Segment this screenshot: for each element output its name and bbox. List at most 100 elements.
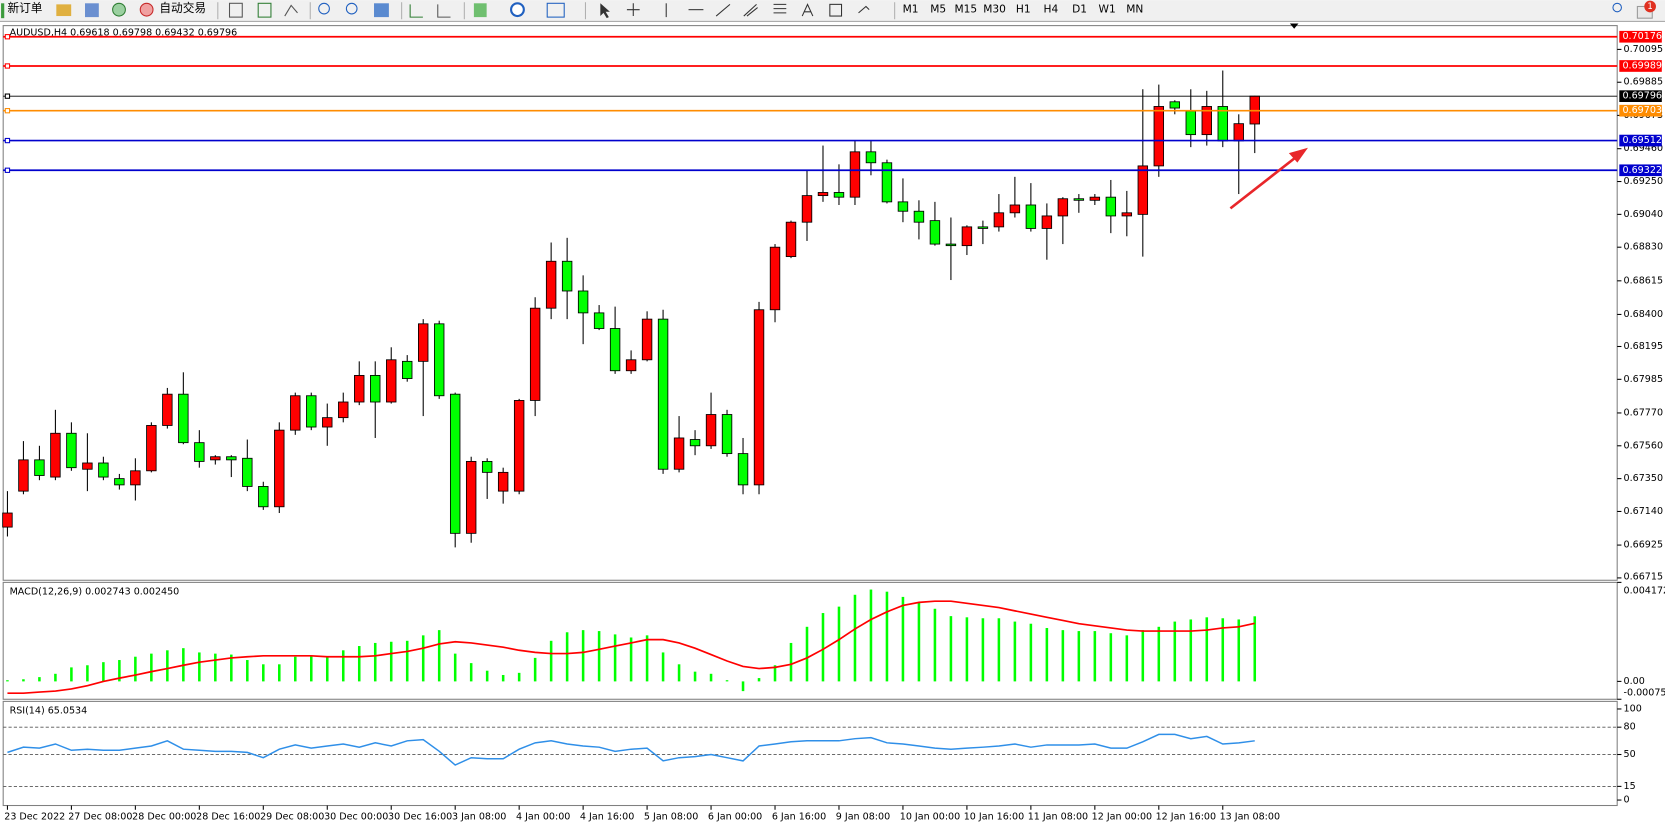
toolbar-bg <box>0 0 1665 22</box>
macd-bar <box>597 631 601 682</box>
timeframe-button[interactable]: H1 <box>1016 3 1031 16</box>
macd-bar <box>1109 633 1113 682</box>
icon[interactable] <box>510 2 525 18</box>
candle-body <box>929 220 941 245</box>
macd-bar <box>341 650 345 682</box>
rsi-line <box>7 733 1255 766</box>
icon[interactable] <box>437 4 451 18</box>
timeframe-button[interactable]: M15 <box>955 3 978 16</box>
macd-bar <box>1221 618 1225 682</box>
x-tick-label: 10 Jan 16:00 <box>964 812 1024 823</box>
candle-body <box>561 260 573 292</box>
icon[interactable] <box>284 4 298 17</box>
macd-bar <box>22 679 25 682</box>
candle-body <box>737 453 749 486</box>
timeframe-button[interactable]: H4 <box>1043 3 1058 16</box>
price-panel <box>2 25 1618 581</box>
timeframe-button[interactable]: M5 <box>930 3 946 16</box>
candle-body <box>721 414 733 455</box>
trendline-tool[interactable] <box>715 3 731 17</box>
candle-body <box>449 393 461 534</box>
icon[interactable] <box>56 4 72 17</box>
icon[interactable] <box>112 2 126 17</box>
level-label: 0.70176 <box>1622 31 1661 42</box>
macd-bar <box>294 656 297 682</box>
new-order-button[interactable]: 新订单 <box>7 1 42 15</box>
macd-bar <box>981 618 985 682</box>
icon[interactable] <box>374 3 389 18</box>
candle-body <box>210 456 221 461</box>
timeframe-button[interactable]: D1 <box>1072 3 1087 16</box>
macd-bar <box>86 665 89 682</box>
x-tick-label: 9 Jan 08:00 <box>836 812 890 823</box>
arrow-head <box>1288 147 1308 163</box>
level-label: 0.69989 <box>1622 60 1661 71</box>
candle-body <box>82 462 93 470</box>
icon[interactable] <box>473 3 487 18</box>
candle-body <box>66 432 77 469</box>
zoom-out[interactable] <box>345 2 358 15</box>
arrow-tool[interactable] <box>858 5 870 14</box>
label-tool[interactable] <box>829 3 843 17</box>
candle-body <box>577 290 589 314</box>
timeframe-button[interactable]: M1 <box>903 3 919 16</box>
macd-bar <box>837 606 841 682</box>
x-tick-label: 6 Jan 00:00 <box>708 812 762 823</box>
candle-body <box>977 226 989 229</box>
candle-body <box>386 359 397 403</box>
timeframe-button[interactable]: M30 <box>983 3 1006 16</box>
y-tick-label: 0.67350 <box>1624 473 1663 484</box>
y-tick-label: 0.66925 <box>1624 540 1663 551</box>
candle-body <box>370 374 381 403</box>
signal-line <box>7 600 1255 695</box>
icon[interactable] <box>139 2 154 17</box>
icon[interactable] <box>228 2 243 18</box>
x-tick-label: 28 Dec 00:00 <box>132 812 196 823</box>
macd-bar <box>38 677 41 682</box>
candle-body <box>673 437 685 470</box>
channel-tool[interactable] <box>743 3 758 17</box>
candle-body <box>242 457 253 487</box>
x-tick-label: 23 Dec 2022 <box>4 812 65 823</box>
icon[interactable] <box>257 2 272 18</box>
fibo-tool[interactable] <box>773 3 787 14</box>
candle-body <box>769 246 781 311</box>
level-label-bg <box>1619 134 1662 147</box>
candle-body <box>306 395 317 428</box>
candle-body <box>497 471 509 492</box>
rsi-title: RSI(14) 65.0534 <box>10 705 88 716</box>
macd-bar <box>581 630 585 682</box>
candle-body <box>402 360 413 379</box>
macd-bar <box>661 652 665 682</box>
level-label-bg <box>1619 90 1662 103</box>
x-tick-label: 28 Dec 16:00 <box>196 812 260 823</box>
level-anchor <box>4 63 11 69</box>
cursor-tool[interactable] <box>600 3 610 19</box>
macd-bar <box>869 589 873 682</box>
x-tick-label: 12 Jan 16:00 <box>1156 812 1216 823</box>
macd-bar <box>198 652 201 682</box>
text-tool[interactable] <box>801 3 814 17</box>
zoom-in[interactable] <box>318 2 330 15</box>
candle-body <box>689 439 701 447</box>
icon[interactable] <box>409 4 423 18</box>
candle-body <box>849 151 861 198</box>
x-tick-label: 29 Dec 08:00 <box>260 812 324 823</box>
crosshair-tool[interactable] <box>626 3 640 17</box>
timeframe-button[interactable]: W1 <box>1099 3 1116 16</box>
candle-body <box>913 210 925 223</box>
candle-body <box>1009 204 1021 214</box>
search[interactable] <box>1612 2 1622 13</box>
level-anchor <box>4 167 11 173</box>
timeframe-button[interactable]: MN <box>1126 3 1143 16</box>
y-tick-label: 0 <box>1624 795 1630 806</box>
auto-trading-button[interactable]: 自动交易 <box>159 1 206 15</box>
candle-body <box>865 151 877 164</box>
x-tick-label: 4 Jan 00:00 <box>516 812 570 823</box>
y-tick-label: 0.67140 <box>1624 506 1663 517</box>
icon[interactable] <box>546 2 565 18</box>
icon[interactable] <box>85 3 99 18</box>
macd-bar <box>725 680 729 682</box>
macd-bar <box>357 646 361 682</box>
y-tick-label: 0.67985 <box>1624 374 1663 385</box>
